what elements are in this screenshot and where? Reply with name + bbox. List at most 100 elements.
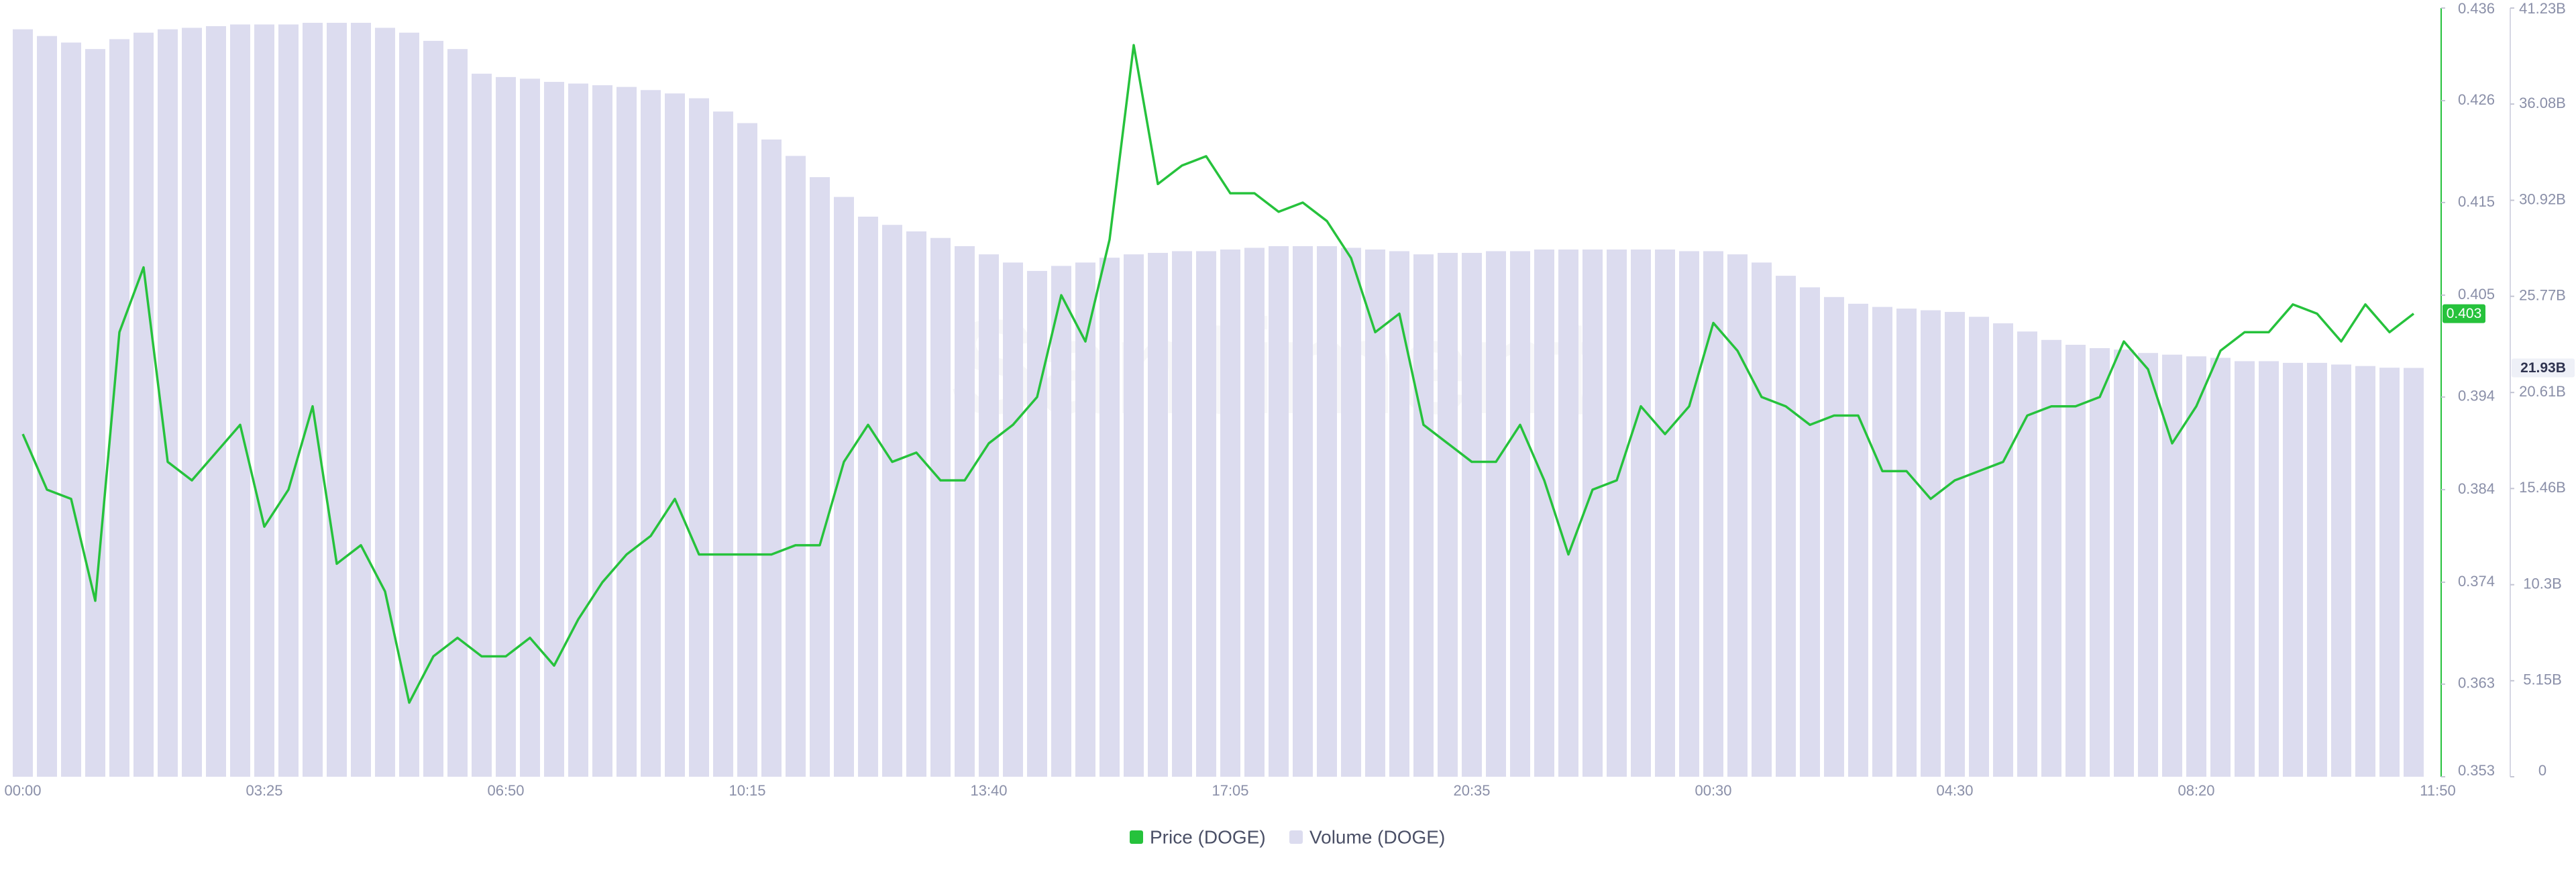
volume-bar [375, 28, 395, 777]
y2-tick-label: 30.92B [2519, 190, 2566, 207]
legend-label: Volume (DOGE) [1309, 826, 1445, 847]
volume-bar [1607, 249, 1627, 777]
y2-tick-label: 25.77B [2519, 287, 2566, 304]
volume-bar [2283, 362, 2303, 777]
volume-bar [133, 32, 154, 777]
volume-bar [1341, 248, 1361, 777]
volume-bar [2235, 361, 2255, 777]
y2-tick-label: 15.46B [2519, 479, 2566, 496]
volume-bar [472, 73, 492, 777]
volume-bar [2307, 362, 2327, 777]
volume-bar [544, 82, 564, 777]
volume-bar [1148, 252, 1168, 777]
volume-bar [1824, 296, 1844, 777]
y-tick-label: 0.384 [2458, 480, 2495, 497]
legend-label: Price (DOGE) [1150, 826, 1266, 847]
y-tick-label: 0.363 [2458, 675, 2495, 692]
volume-bar [2379, 368, 2400, 777]
volume-bar [689, 98, 709, 777]
legend-swatch [1130, 830, 1143, 844]
volume-bar [1679, 251, 1699, 777]
volume-bar [61, 42, 81, 777]
volume-bar [1896, 309, 1917, 777]
y-tick-label: 0.426 [2458, 91, 2495, 108]
volume-bar [206, 25, 226, 777]
y2-tick-label: 20.61B [2519, 383, 2566, 400]
volume-bar [423, 40, 443, 777]
y-tick-label: 0.415 [2458, 193, 2495, 210]
volume-bar [303, 22, 323, 777]
y-tick-label: 0.405 [2458, 286, 2495, 303]
volume-bar [85, 49, 105, 777]
volume-bar [1244, 248, 1265, 777]
volume-bar [2186, 356, 2206, 777]
volume-bar [882, 225, 902, 777]
volume-bar [858, 217, 878, 777]
volume-bar [713, 111, 733, 777]
x-tick-label: 08:20 [2178, 782, 2214, 799]
volume-bar [930, 237, 951, 777]
volume-bar [496, 76, 516, 777]
volume-bar [1075, 262, 1095, 777]
price-badge-label: 0.403 [2447, 306, 2482, 321]
volume-bar [592, 85, 612, 777]
volume-bar [616, 87, 637, 777]
volume-bar [810, 177, 830, 777]
volume-bar [2090, 347, 2110, 777]
volume-bar [1269, 246, 1289, 777]
volume-badge-label: 21.93B [2520, 360, 2566, 376]
volume-bar [13, 29, 33, 777]
x-tick-label: 10:15 [729, 782, 765, 799]
volume-bar [665, 93, 685, 777]
volume-bar [1872, 307, 1892, 777]
x-tick-label: 17:05 [1212, 782, 1248, 799]
volume-bar [1027, 270, 1047, 777]
volume-bar [1800, 287, 1820, 777]
x-tick-label: 11:50 [2420, 782, 2455, 799]
volume-bar [182, 28, 202, 777]
volume-bar [1196, 251, 1216, 777]
volume-bar [2355, 366, 2375, 777]
volume-bar [1462, 252, 1482, 777]
y-tick-label: 0.436 [2458, 0, 2495, 17]
volume-bar [327, 22, 347, 777]
volume-bar [1727, 254, 1748, 777]
volume-bar [1389, 251, 1409, 777]
price-badge [2443, 304, 2485, 323]
price-line [21, 44, 2415, 704]
x-tick-label: 20:35 [1453, 782, 1490, 799]
volume-bar [1051, 266, 1071, 777]
volume-bar [278, 24, 299, 777]
volume-bar [1993, 323, 2013, 777]
volume-bar [1558, 249, 1578, 777]
volume-bar [1534, 249, 1554, 777]
volume-bar [906, 231, 926, 777]
volume-bar [2138, 353, 2158, 777]
volume-bar [1003, 262, 1023, 777]
volume-bar [979, 254, 999, 777]
volume-bar [1438, 252, 1458, 777]
y2-tick-label: 36.08B [2519, 95, 2566, 111]
y-tick-label: 0.394 [2458, 388, 2495, 404]
volume-bar [2065, 344, 2086, 777]
y2-tick-label: 5.15B [2523, 671, 2562, 688]
volume-bar [786, 156, 806, 777]
volume-bar [520, 78, 540, 777]
x-tick-label: 00:00 [4, 782, 41, 799]
volume-bar [1220, 249, 1240, 777]
volume-bar [1703, 251, 1723, 777]
volume-bar [1172, 251, 1192, 777]
volume-bar [447, 49, 468, 777]
volume-bar [761, 139, 782, 777]
y2-tick-label: 10.3B [2523, 576, 2562, 592]
volume-badge [2512, 358, 2575, 378]
volume-bar [1582, 249, 1603, 777]
volume-bar [1510, 251, 1530, 777]
volume-bar [2210, 358, 2231, 777]
y2-tick-label: 0 [2538, 762, 2546, 779]
volume-bar [1317, 246, 1337, 777]
volume-bar [1969, 317, 1989, 777]
y-tick-label: 0.353 [2458, 762, 2495, 779]
volume-bar [1413, 254, 1434, 777]
